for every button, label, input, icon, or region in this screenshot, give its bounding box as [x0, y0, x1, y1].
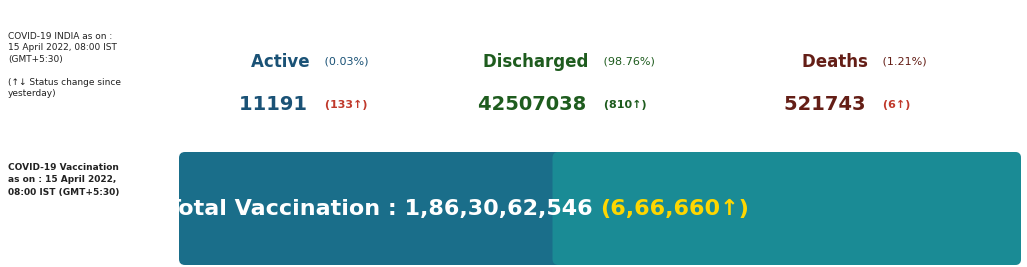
Text: 11191: 11191 [239, 96, 320, 115]
Text: (1.21%): (1.21%) [879, 57, 927, 67]
Text: (6↑): (6↑) [879, 100, 911, 110]
Text: 521743: 521743 [785, 96, 879, 115]
Text: (↑↓ Status change since: (↑↓ Status change since [8, 78, 121, 87]
Text: 42507038: 42507038 [479, 96, 600, 115]
Text: Total Vaccination : 1,86,30,62,546: Total Vaccination : 1,86,30,62,546 [165, 198, 600, 218]
Text: (0.03%): (0.03%) [320, 57, 368, 67]
Text: Discharged: Discharged [483, 53, 600, 71]
Text: Active: Active [251, 53, 320, 71]
Text: (133↑): (133↑) [320, 100, 368, 110]
FancyBboxPatch shape [553, 152, 1021, 265]
Text: COVID-19 INDIA as on :: COVID-19 INDIA as on : [8, 32, 112, 41]
Text: (810↑): (810↑) [600, 100, 647, 110]
Text: India: India [986, 5, 1019, 18]
FancyBboxPatch shape [179, 152, 1021, 265]
Text: as on : 15 April 2022,: as on : 15 April 2022, [8, 175, 116, 184]
Text: (6,66,660↑): (6,66,660↑) [600, 198, 749, 218]
Text: 15 April 2022, 08:00 IST: 15 April 2022, 08:00 IST [8, 44, 117, 53]
Text: (98.76%): (98.76%) [600, 57, 655, 67]
Text: (GMT+5:30): (GMT+5:30) [8, 55, 63, 64]
Text: Deaths: Deaths [802, 53, 879, 71]
Text: 08:00 IST (GMT+5:30): 08:00 IST (GMT+5:30) [8, 188, 119, 197]
Text: yesterday): yesterday) [8, 89, 56, 99]
Text: COVID-19 Vaccination: COVID-19 Vaccination [8, 163, 119, 172]
Text: For Information on COVID-19 Vaccine: For Information on COVID-19 Vaccine [8, 5, 255, 18]
